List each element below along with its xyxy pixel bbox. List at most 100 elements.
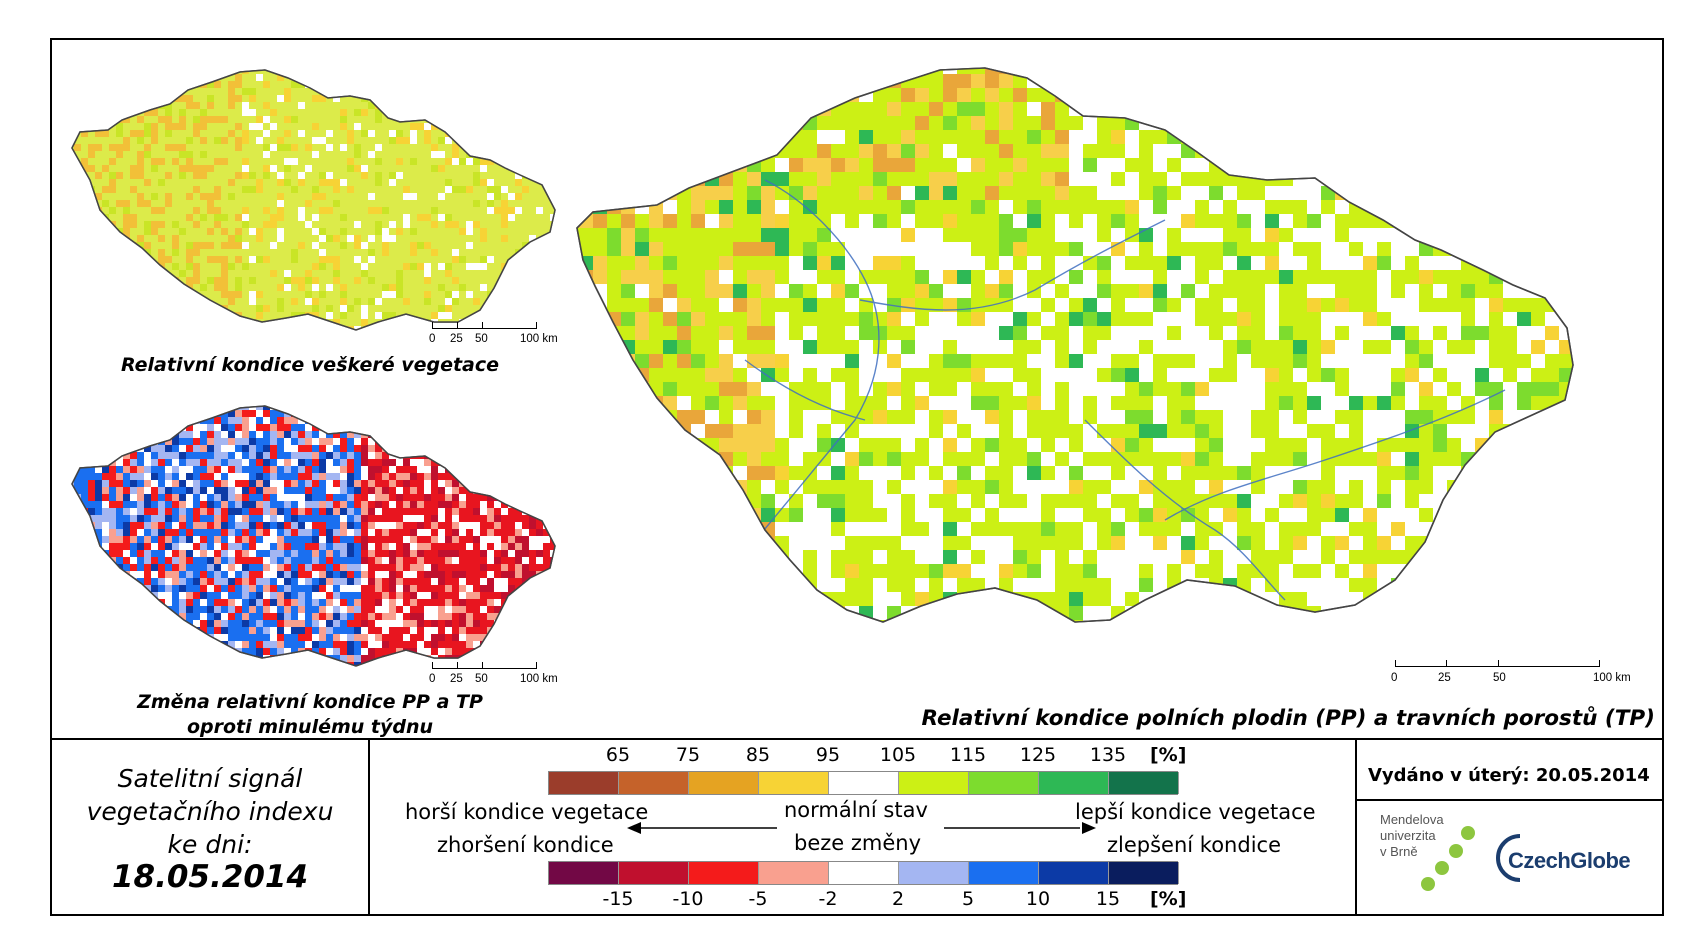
map-pixel: [81, 445, 88, 452]
map-pixel: [221, 193, 228, 200]
map-pixel: [396, 494, 403, 501]
map-pixel: [207, 340, 214, 345]
map-pixel: [424, 193, 431, 200]
map-pixel: [214, 158, 221, 165]
map-pixel: [543, 543, 550, 550]
map-pixel: [242, 543, 249, 550]
map-pixel: [144, 158, 151, 165]
map-pixel: [319, 242, 326, 249]
map-pixel: [72, 487, 74, 494]
map-pixel: [557, 186, 564, 193]
map-pixel: [172, 438, 179, 445]
map-pixel: [284, 438, 291, 445]
map-pixel: [529, 165, 536, 172]
map-pixel: [305, 214, 312, 221]
map-pixel: [116, 277, 123, 284]
map-pixel: [186, 312, 193, 319]
map-pixel: [340, 515, 347, 522]
map-pixel: [228, 179, 235, 186]
map-pixel: [431, 291, 438, 298]
map-pixel: [347, 410, 354, 417]
map-pixel: [557, 466, 564, 473]
map-pixel: [144, 207, 151, 214]
map-pixel: [130, 179, 137, 186]
map-pixel: [137, 340, 144, 345]
map-pixel: [165, 543, 172, 550]
map-pixel: [291, 431, 298, 438]
map-pixel: [270, 193, 277, 200]
map-pixel: [186, 473, 193, 480]
map-pixel: [368, 410, 375, 417]
map-pixel: [396, 221, 403, 228]
map-pixel: [144, 235, 151, 242]
map-pixel: [291, 319, 298, 326]
map-pixel: [543, 151, 550, 158]
map-pixel: [501, 144, 508, 151]
map-pixel: [60, 88, 67, 95]
map-pixel: [256, 165, 263, 172]
map-pixel: [445, 571, 452, 578]
map-pixel: [557, 319, 564, 326]
map-pixel: [410, 557, 417, 564]
map-pixel: [102, 298, 109, 305]
map-pixel: [249, 466, 256, 473]
map-pixel: [123, 137, 130, 144]
map-pixel: [291, 326, 298, 330]
map-pixel: [165, 165, 172, 172]
map-pixel: [326, 396, 333, 403]
map-pixel: [410, 466, 417, 473]
map-pixel: [193, 151, 200, 158]
map-pixel: [326, 417, 333, 424]
map-pixel: [249, 95, 256, 102]
map-pixel: [102, 102, 109, 109]
map-pixel: [214, 473, 221, 480]
map-pixel: [319, 571, 326, 578]
map-pixel: [72, 529, 74, 536]
map-pixel: [319, 228, 326, 235]
map-pixel: [242, 158, 249, 165]
map-pixel: [123, 70, 130, 74]
map-pixel: [200, 88, 207, 95]
map-pixel: [228, 529, 235, 536]
map-pixel: [501, 494, 508, 501]
map-pixel: [263, 406, 270, 410]
map-pixel: [284, 235, 291, 242]
map-pixel: [137, 277, 144, 284]
map-pixel: [424, 487, 431, 494]
map-pixel: [508, 200, 515, 207]
map-pixel: [438, 165, 445, 172]
map-pixel: [487, 459, 494, 466]
map-pixel: [319, 515, 326, 522]
map-pixel: [72, 221, 74, 228]
map-pixel: [179, 326, 186, 330]
map-pixel: [550, 242, 555, 249]
map-pixel: [417, 123, 424, 130]
map-pixel: [494, 60, 501, 67]
map-pixel: [137, 298, 144, 305]
map-pixel: [319, 417, 326, 424]
map-pixel: [60, 116, 67, 123]
map-pixel: [67, 340, 74, 345]
map-pixel: [361, 70, 368, 74]
map-pixel: [557, 81, 564, 88]
map-pixel: [368, 494, 375, 501]
map-pixel: [158, 60, 165, 67]
map-pixel: [382, 550, 389, 557]
map-pixel: [207, 88, 214, 95]
map-pixel: [480, 501, 487, 508]
map-pixel: [529, 396, 536, 403]
map-pixel: [116, 466, 123, 473]
map-pixel: [305, 305, 312, 312]
map-pixel: [459, 396, 466, 403]
map-pixel: [354, 235, 361, 242]
map-pixel: [165, 186, 172, 193]
map-pixel: [438, 410, 445, 417]
map-pixel: [158, 249, 165, 256]
map-pixel: [368, 200, 375, 207]
map-pixel: [172, 179, 179, 186]
map-pixel: [557, 291, 564, 298]
map-pixel: [368, 487, 375, 494]
map-pixel: [312, 501, 319, 508]
map-pixel: [424, 70, 431, 74]
map-pixel: [88, 424, 95, 431]
